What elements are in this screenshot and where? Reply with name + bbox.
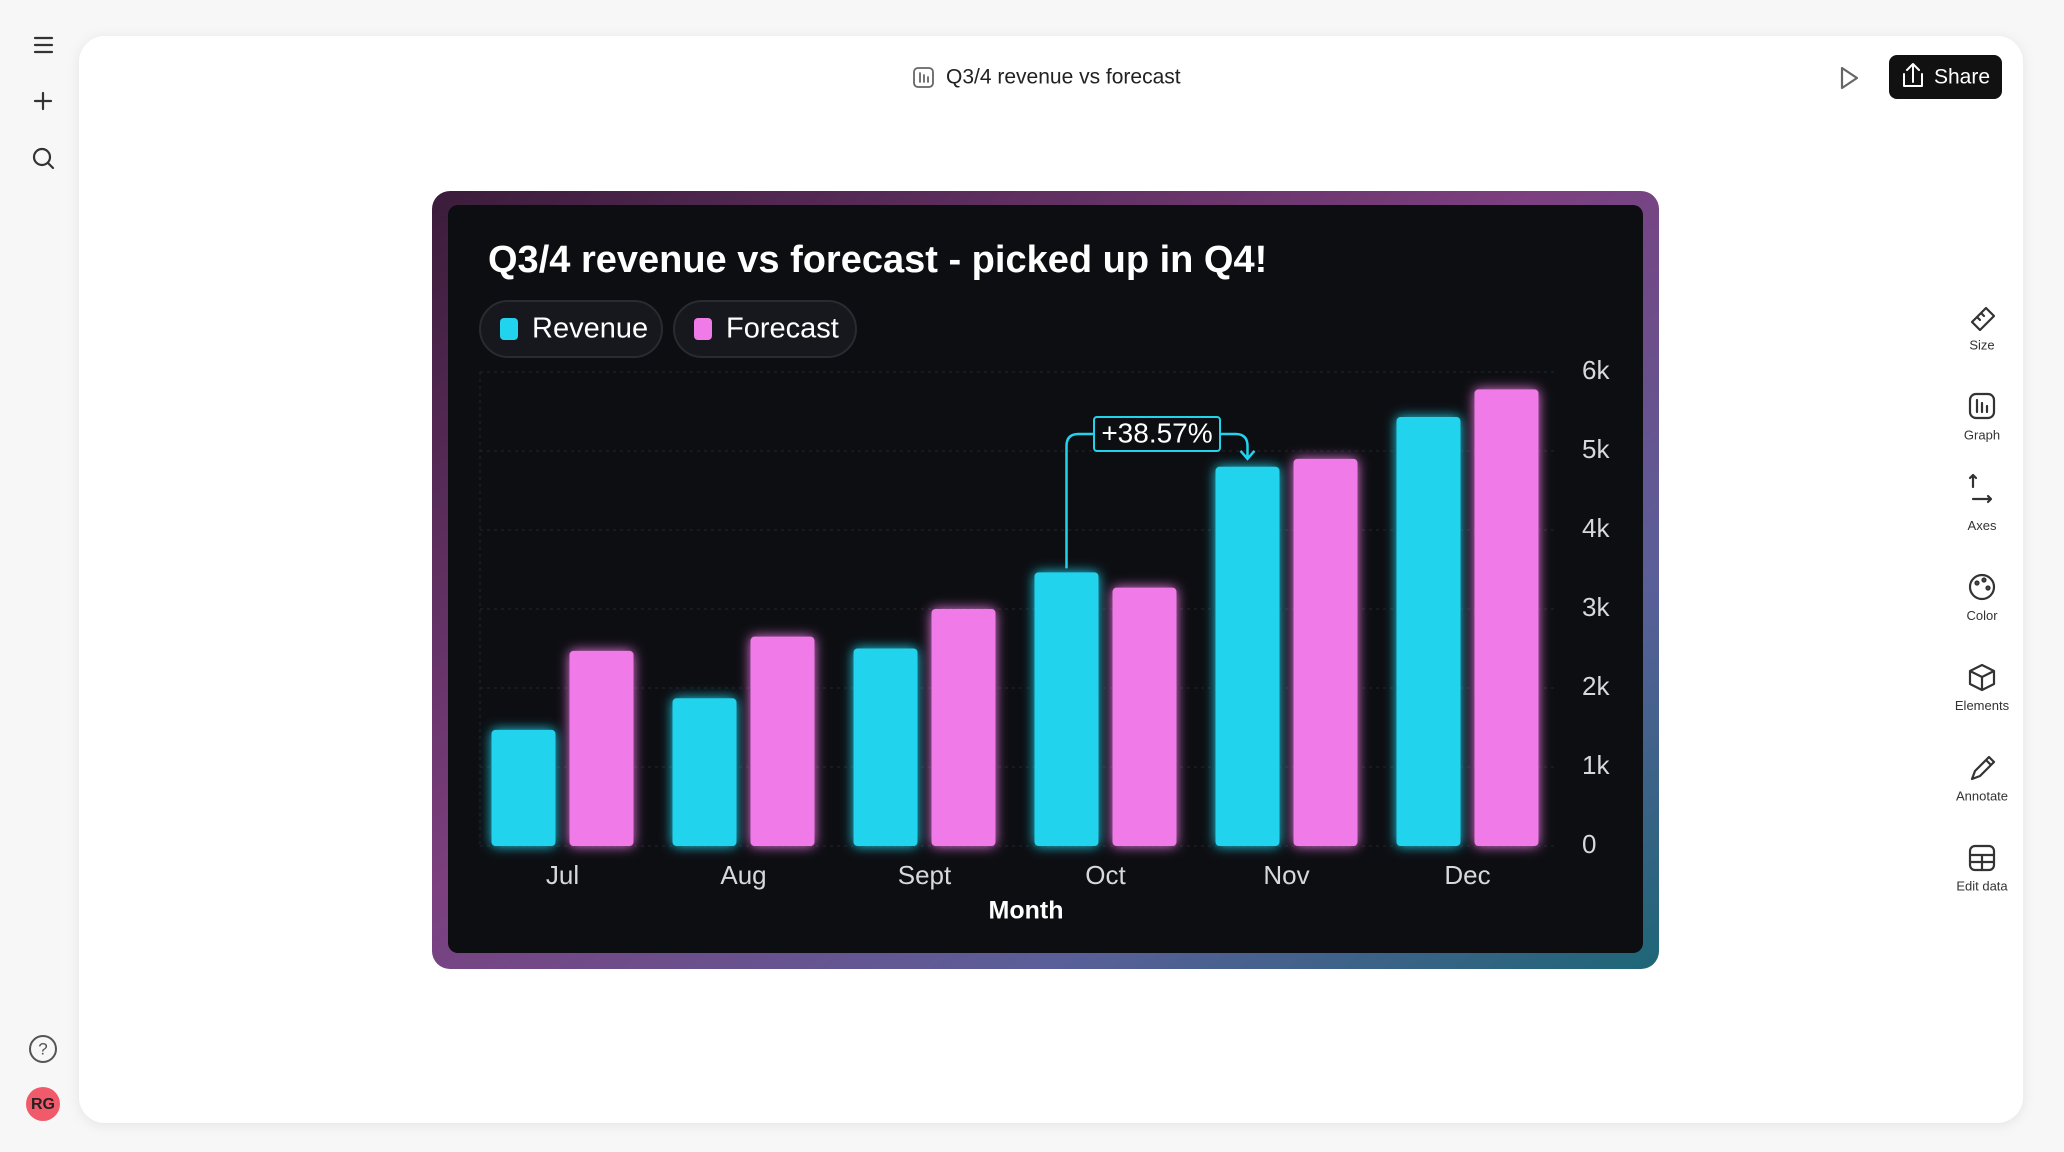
- bar: [491, 729, 556, 846]
- bar: [853, 648, 918, 846]
- y-tick-label: 5k: [1582, 434, 1610, 464]
- help-button[interactable]: ?: [29, 1035, 57, 1063]
- y-tick-label: 6k: [1582, 355, 1610, 385]
- y-tick-label: 2k: [1582, 671, 1610, 701]
- share-button[interactable]: Share: [1889, 55, 2002, 99]
- bar: [1034, 572, 1099, 846]
- avatar[interactable]: RG: [26, 1087, 60, 1121]
- share-label: Share: [1934, 66, 1990, 89]
- y-tick-label: 0: [1582, 829, 1596, 859]
- chart-title: Q3/4 revenue vs forecast - picked up in …: [488, 239, 1267, 281]
- bar: [569, 650, 634, 846]
- toolbar-label[interactable]: Size: [1969, 337, 1994, 352]
- legend-swatch: [500, 318, 518, 340]
- bar: [1474, 389, 1539, 846]
- x-tick-label: Nov: [1263, 860, 1309, 890]
- help-label: ?: [38, 1039, 47, 1058]
- bar: [750, 636, 815, 846]
- legend-label: Revenue: [532, 313, 648, 345]
- bar: [1293, 458, 1358, 846]
- y-tick-label: 4k: [1582, 513, 1610, 543]
- avatar-initials: RG: [31, 1096, 55, 1113]
- toolbar-label[interactable]: Axes: [1968, 518, 1997, 533]
- search-button[interactable]: [32, 147, 55, 170]
- legend-label: Forecast: [726, 313, 839, 345]
- toolbar-label[interactable]: Color: [1966, 608, 1998, 623]
- annotation-arrow: [1239, 449, 1256, 461]
- x-tick-label: Dec: [1444, 860, 1490, 890]
- toolbar-icons: [1968, 306, 1996, 872]
- toolbar-label[interactable]: Edit data: [1956, 879, 2008, 894]
- x-tick-label: Oct: [1085, 860, 1126, 890]
- bar: [1215, 466, 1280, 846]
- x-axis-title: Month: [989, 897, 1064, 925]
- annotation-label: +38.57%: [1101, 417, 1212, 448]
- add-button[interactable]: [33, 91, 53, 111]
- menu-button[interactable]: [33, 36, 54, 54]
- y-tick-label: 1k: [1582, 750, 1610, 780]
- doc-icon: [913, 67, 934, 88]
- x-tick-label: Sept: [898, 860, 952, 890]
- toolbar-label[interactable]: Graph: [1964, 428, 2000, 443]
- play-button[interactable]: [1840, 66, 1859, 90]
- bar: [672, 698, 737, 846]
- toolbar-label[interactable]: Annotate: [1956, 788, 2008, 803]
- bar: [1396, 417, 1461, 846]
- annotation-box: [1093, 416, 1221, 452]
- legend-pill[interactable]: [673, 300, 857, 358]
- legend-pill[interactable]: [479, 300, 663, 358]
- bar: [1112, 587, 1177, 846]
- toolbar-label[interactable]: Elements: [1955, 698, 2010, 713]
- x-tick-label: Jul: [546, 860, 579, 890]
- y-tick-label: 3k: [1582, 592, 1610, 622]
- legend-swatch: [694, 318, 712, 340]
- doc-title: Q3/4 revenue vs forecast: [946, 66, 1181, 89]
- x-tick-label: Aug: [720, 860, 766, 890]
- bar: [931, 609, 996, 846]
